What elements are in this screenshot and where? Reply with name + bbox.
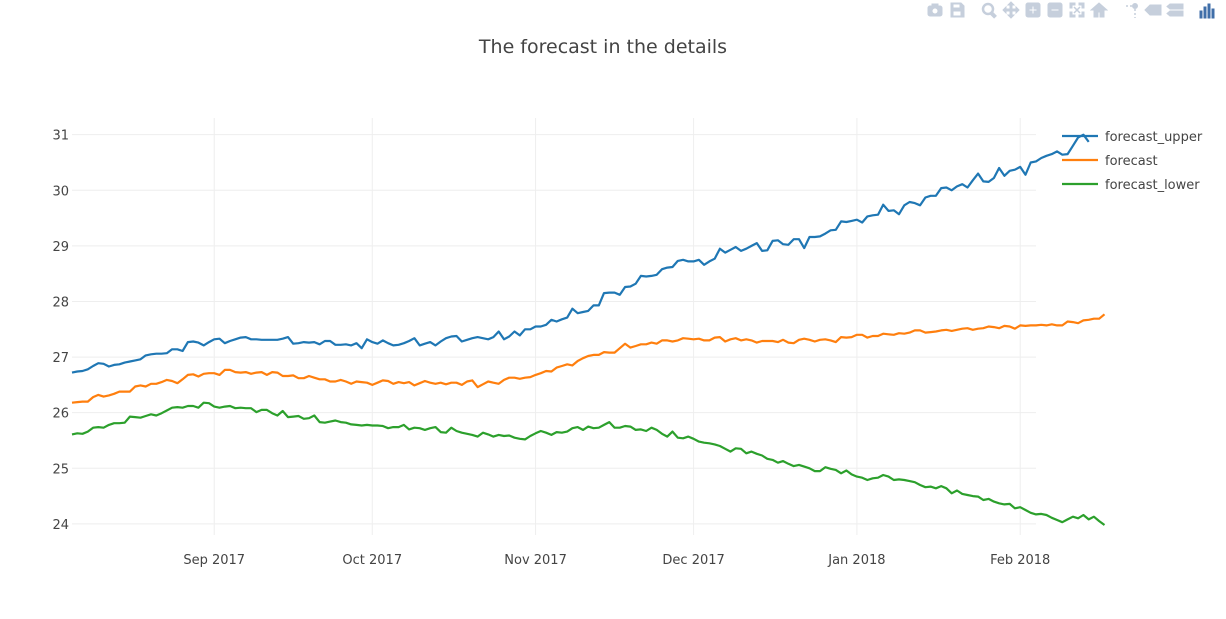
modebar-group <box>924 1 968 19</box>
x-axis: Sep 2017 Oct 2017 Nov 2017 Dec 2017 Jan 2018… <box>183 553 1050 568</box>
y-tick-label: 28 <box>52 295 69 310</box>
x-tick-label: Sep 2017 <box>183 553 245 568</box>
modebar <box>914 0 1218 20</box>
x-tick-label: Feb 2018 <box>990 553 1050 568</box>
chart-title: The forecast in the details <box>478 36 727 58</box>
y-tick-label: 30 <box>52 184 69 199</box>
plotly-logo-icon[interactable] <box>1196 1 1218 19</box>
zoom-icon[interactable] <box>978 1 1000 19</box>
camera-icon[interactable] <box>924 1 946 19</box>
x-tick-label: Nov 2017 <box>504 553 567 568</box>
series-layer <box>71 133 1106 526</box>
y-tick-label: 31 <box>52 129 69 144</box>
legend-item-forecast[interactable]: forecast <box>1062 154 1158 169</box>
y-tick-label: 25 <box>52 462 69 477</box>
y-axis: 24 25 26 27 28 29 30 31 <box>52 129 69 533</box>
modebar-group <box>1196 1 1218 19</box>
modebar-group <box>978 1 1110 19</box>
x-tick-label: Dec 2017 <box>662 553 724 568</box>
y-tick-label: 26 <box>52 407 69 422</box>
series-line-forecast-lower <box>71 401 1106 526</box>
series-line-forecast <box>71 313 1106 404</box>
hover-closest-icon[interactable] <box>1142 1 1164 19</box>
y-tick-label: 27 <box>52 351 69 366</box>
x-tick-label: Oct 2017 <box>342 553 402 568</box>
legend[interactable]: forecast_upper forecast forecast_lower <box>1062 130 1203 193</box>
series-line-forecast-upper <box>71 133 1090 374</box>
legend-label: forecast <box>1105 154 1158 169</box>
autoscale-icon[interactable] <box>1066 1 1088 19</box>
spikelines-icon[interactable] <box>1120 1 1142 19</box>
zoom-out-icon[interactable] <box>1044 1 1066 19</box>
x-tick-label: Jan 2018 <box>827 553 885 568</box>
save-icon[interactable] <box>946 1 968 19</box>
home-icon[interactable] <box>1088 1 1110 19</box>
legend-label: forecast_lower <box>1105 178 1200 193</box>
gridlines <box>72 118 1036 535</box>
legend-item-forecast-upper[interactable]: forecast_upper <box>1062 130 1203 145</box>
hover-compare-icon[interactable] <box>1164 1 1186 19</box>
legend-label: forecast_upper <box>1105 130 1203 145</box>
modebar-group <box>1120 1 1186 19</box>
zoom-in-icon[interactable] <box>1022 1 1044 19</box>
y-tick-label: 29 <box>52 240 69 255</box>
legend-item-forecast-lower[interactable]: forecast_lower <box>1062 178 1200 193</box>
pan-icon[interactable] <box>1000 1 1022 19</box>
y-tick-label: 24 <box>52 518 69 533</box>
